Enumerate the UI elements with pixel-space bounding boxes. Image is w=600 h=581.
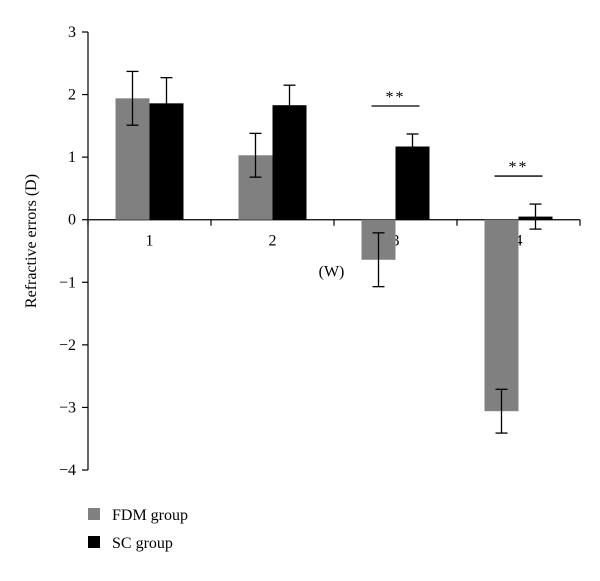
legend-label: FDM group bbox=[112, 507, 188, 524]
legend-label: SC group bbox=[112, 535, 173, 552]
x-axis-unit-label: (W) bbox=[319, 264, 345, 281]
y-tick-label: −2 bbox=[59, 337, 76, 354]
y-tick-label: −1 bbox=[59, 274, 76, 291]
y-tick-label: 1 bbox=[68, 149, 76, 166]
y-tick-label: 2 bbox=[68, 87, 76, 104]
y-tick-label: −3 bbox=[59, 399, 76, 416]
significance-label: ** bbox=[386, 89, 406, 106]
y-tick-label: 3 bbox=[68, 24, 76, 41]
y-ticks: 3 2 1 0 −1 −2 −3 −4 bbox=[59, 24, 88, 479]
y-tick-label: 0 bbox=[68, 212, 76, 229]
legend: FDM group SC group bbox=[88, 507, 188, 552]
legend-swatch bbox=[88, 508, 100, 520]
y-tick-label: −4 bbox=[59, 462, 76, 479]
significance-label: ** bbox=[509, 159, 529, 176]
error-bars bbox=[126, 70, 542, 434]
bar-fdm-4 bbox=[484, 219, 519, 412]
legend-swatch bbox=[88, 536, 100, 548]
x-tick-label: 2 bbox=[269, 233, 277, 250]
bars bbox=[115, 98, 553, 412]
x-tick-label: 1 bbox=[146, 233, 154, 250]
y-axis-label: Refractive errors (D) bbox=[23, 174, 40, 308]
significance-markers: ** ** bbox=[371, 89, 543, 177]
